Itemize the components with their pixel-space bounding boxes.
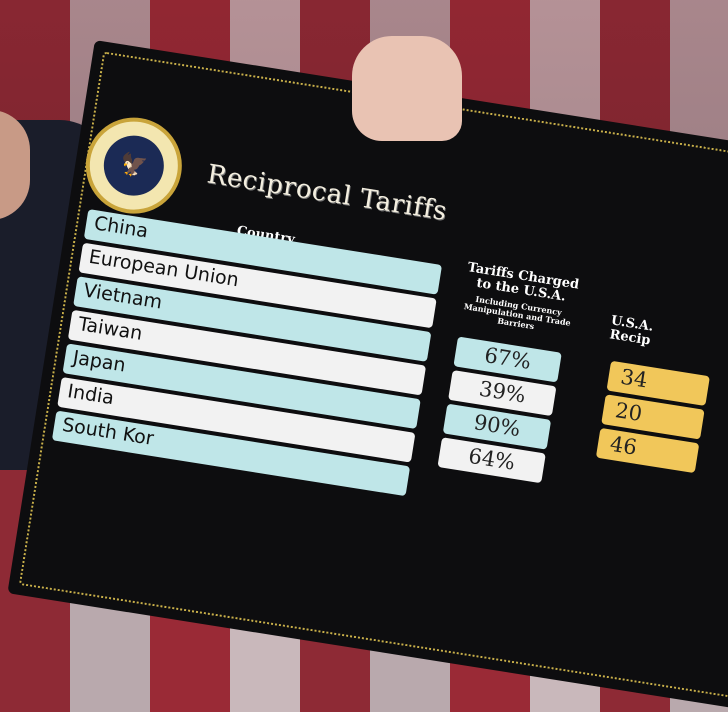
hand (352, 36, 462, 141)
face (0, 110, 30, 220)
tariff-board: 🦅 Reciprocal Tariffs Country Tariffs Cha… (7, 40, 728, 712)
